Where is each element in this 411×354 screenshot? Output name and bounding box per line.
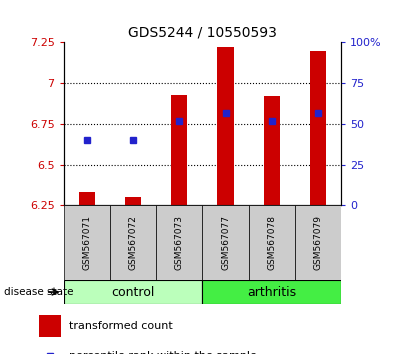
Bar [110,205,156,280]
Text: disease state: disease state [4,287,74,297]
Bar [295,205,341,280]
Bar [64,280,203,304]
Bar [203,205,249,280]
Bar [125,197,141,205]
Bar [264,96,280,205]
Bar [310,51,326,205]
Text: arthritis: arthritis [247,286,296,298]
Bar [217,47,233,205]
Bar [39,315,61,337]
Bar [203,280,341,304]
Bar [156,205,203,280]
Text: GSM567077: GSM567077 [221,215,230,270]
Text: GSM567079: GSM567079 [314,215,323,270]
Text: transformed count: transformed count [69,321,172,331]
Text: GSM567072: GSM567072 [129,215,138,270]
Text: GSM567078: GSM567078 [267,215,276,270]
Text: GSM567073: GSM567073 [175,215,184,270]
Bar [249,205,295,280]
Title: GDS5244 / 10550593: GDS5244 / 10550593 [128,26,277,40]
Text: GSM567071: GSM567071 [82,215,91,270]
Text: control: control [111,286,155,298]
Text: percentile rank within the sample: percentile rank within the sample [69,351,256,354]
Bar [79,192,95,205]
Bar [171,95,187,205]
Bar [64,205,110,280]
